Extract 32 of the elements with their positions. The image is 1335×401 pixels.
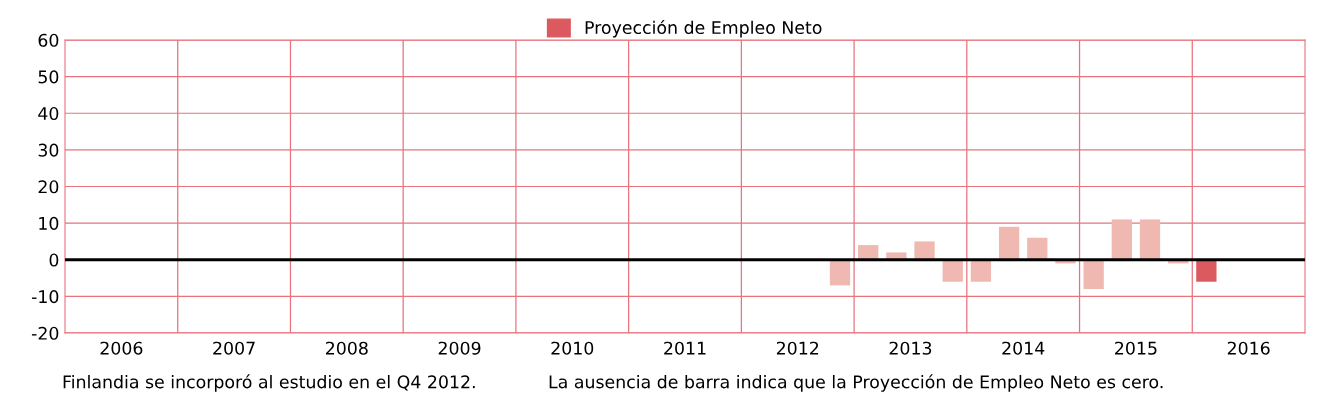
text: Finlandia se incorporó al estudio en el Q4 2012.: [63, 374, 475, 392]
bar: [1196, 259, 1217, 282]
bar: [1027, 237, 1048, 260]
x-tick-label: 2014: [1002, 341, 1045, 355]
y-tick-label: 10: [39, 216, 59, 230]
y-tick-label: 50: [38, 70, 59, 84]
text: La ausencia de barra indica que la Proyección de Empleo Neto es cero.: [549, 374, 1163, 392]
x-tick-label: 2015: [1115, 341, 1157, 355]
x-tick-label: 2016: [1227, 341, 1270, 355]
x-tick-label: 2013: [889, 341, 932, 355]
x-tick-label: 2006: [100, 341, 143, 355]
x-tick-label: 2012: [776, 341, 819, 355]
x-tick-label: 2008: [326, 341, 368, 355]
bar: [1111, 219, 1132, 260]
legend-label: Proyección de Empleo Neto: [585, 19, 822, 38]
y-tick-label: 20: [38, 180, 59, 194]
y-tick-label: 40: [38, 106, 59, 121]
bar: [1083, 259, 1104, 290]
y-tick-label: -20: [31, 326, 59, 340]
x-tick-label: 2011: [664, 341, 706, 355]
x-tick-label: 2007: [213, 341, 255, 355]
y-tick-label: -10: [31, 290, 59, 304]
y-tick-label: 60: [38, 33, 59, 47]
y-tick-label: 30: [38, 143, 59, 157]
bar: [970, 259, 992, 282]
x-tick-label: 2010: [551, 341, 594, 355]
bar: [998, 226, 1020, 260]
bar: [942, 259, 963, 282]
x-tick-label: 2009: [438, 341, 481, 355]
bar: [1139, 219, 1161, 260]
bar: [829, 259, 851, 286]
y-tick-label: 0: [49, 253, 59, 267]
